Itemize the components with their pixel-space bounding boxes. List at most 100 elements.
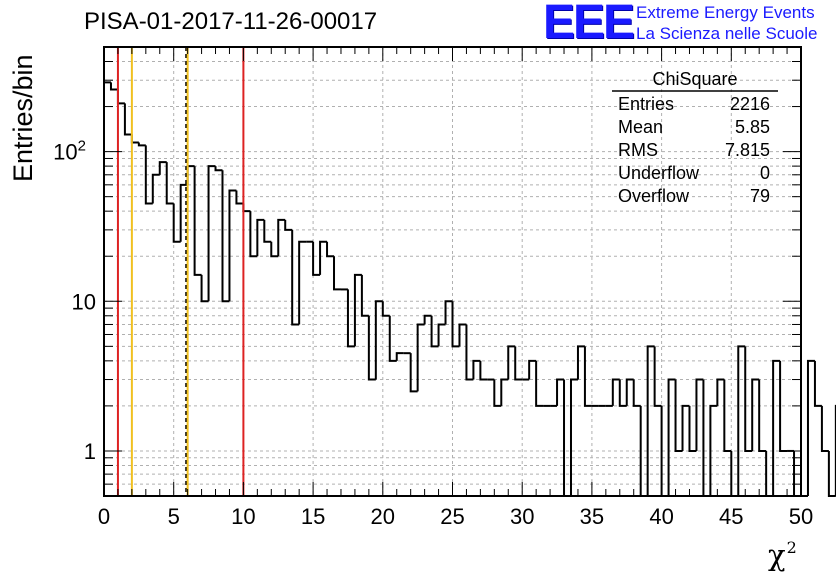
histogram-bin (249, 211, 258, 258)
histogram-bin (556, 378, 565, 406)
histogram-bin (277, 218, 286, 257)
histogram-bin (611, 378, 620, 406)
stats-value: 5.85 (735, 117, 770, 137)
x-tick-label: 20 (371, 504, 395, 529)
histogram-bin (409, 353, 418, 393)
histogram-bin (109, 82, 118, 91)
stats-value: 79 (750, 186, 770, 206)
stats-label: Overflow (618, 186, 690, 206)
histogram-bin (625, 378, 634, 406)
histogram-bin (395, 352, 404, 361)
histogram-bin (235, 190, 244, 205)
stats-value: 0 (760, 163, 770, 183)
histogram-bin (416, 323, 425, 392)
x-tick-label: 15 (301, 504, 325, 529)
histogram-bin (813, 360, 822, 407)
histogram-bin (472, 359, 481, 380)
histogram-bin (772, 359, 781, 496)
histogram-bin (744, 346, 753, 452)
histogram-bin (291, 229, 300, 326)
histogram-bin (458, 323, 467, 347)
stats-title: ChiSquare (652, 69, 737, 89)
histogram-bin (737, 345, 746, 496)
stats-value: 2216 (730, 94, 770, 114)
histogram-bin (326, 241, 335, 258)
histogram-bin (632, 379, 641, 407)
histogram-bin (430, 315, 439, 348)
threshold-lines (116, 47, 245, 496)
histogram-bin (709, 404, 718, 496)
histogram-bin (528, 359, 537, 380)
x-tick-label: 25 (440, 504, 464, 529)
histogram-bin (298, 240, 307, 325)
x-tick-label: 50 (789, 504, 813, 529)
histogram-bin (479, 360, 488, 381)
x-axis-label: χ2 (768, 538, 797, 572)
histogram-bin (535, 360, 544, 407)
x-tick-label: 30 (510, 504, 534, 529)
histogram-bin (179, 183, 188, 242)
histogram-bin (200, 274, 209, 303)
histogram-bin (123, 103, 132, 136)
histogram-bin (151, 173, 160, 204)
histogram-bin (158, 161, 167, 175)
x-tick-label: 10 (231, 504, 255, 529)
histogram-bin (758, 379, 767, 452)
x-tick-label: 5 (168, 504, 180, 529)
histogram-bin (284, 219, 293, 231)
y-tick-label: 102 (53, 138, 86, 165)
histogram-bin (144, 145, 153, 205)
histogram-bin (137, 142, 146, 147)
histogram-bin (451, 301, 460, 348)
histogram-bin (618, 379, 627, 407)
histogram-bin (103, 81, 111, 496)
histogram-bin (319, 240, 328, 275)
histogram-bin (242, 203, 251, 213)
histogram-bin (681, 404, 690, 451)
histogram-bin (751, 378, 760, 451)
logo-subtitle-line1: Extreme Energy Events (636, 3, 815, 22)
histogram-bin (723, 379, 732, 452)
histogram-bin (444, 300, 453, 325)
histogram-bin (193, 166, 202, 276)
histogram-bin (130, 134, 139, 144)
eee-logo: EEE (543, 0, 635, 49)
histogram-bin (221, 170, 230, 303)
histogram-bin (388, 315, 397, 362)
histogram-bin (165, 162, 174, 205)
histogram-bin (493, 379, 502, 407)
y-tick-label: 1 (84, 439, 96, 464)
histogram-bin (263, 219, 272, 243)
histogram-bin (667, 378, 676, 496)
histogram-bin (583, 346, 592, 407)
stats-label: Underflow (618, 163, 700, 183)
histogram-bin (507, 345, 516, 380)
chart-title: PISA-01-2017-11-26-00017 (84, 8, 378, 35)
histogram-bin (207, 165, 216, 302)
histogram-bin (500, 378, 509, 406)
histogram-bin (381, 301, 390, 317)
histogram-bin (695, 378, 704, 451)
histogram-bin (333, 256, 341, 291)
histogram-bin (270, 241, 279, 258)
x-tick-label: 40 (649, 504, 673, 529)
histogram-bin (465, 324, 474, 381)
stats-box: ChiSquare Entries 2216 Mean 5.85 RMS 7.815 Und… (612, 69, 778, 206)
logo-subtitle-line2: La Scienza nelle Scuole (636, 24, 818, 43)
stats-value: 7.815 (725, 140, 770, 160)
y-tick-label: 10 (72, 289, 96, 314)
histogram-bin (688, 405, 697, 452)
histogram-bin (353, 273, 362, 347)
histogram-bin (374, 300, 383, 380)
histogram-bin (653, 346, 662, 407)
histogram-bin (806, 359, 815, 496)
stats-label: Entries (618, 94, 674, 114)
histogram-bin (256, 218, 265, 257)
histogram-bin (716, 378, 725, 406)
histogram-bin (186, 165, 195, 185)
x-tick-label: 35 (580, 504, 604, 529)
tick-labels: 0 5 10 15 20 25 30 35 40 45 50 1 10 102 (53, 138, 813, 529)
histogram-bin (674, 379, 683, 452)
histogram-bin (214, 166, 223, 172)
